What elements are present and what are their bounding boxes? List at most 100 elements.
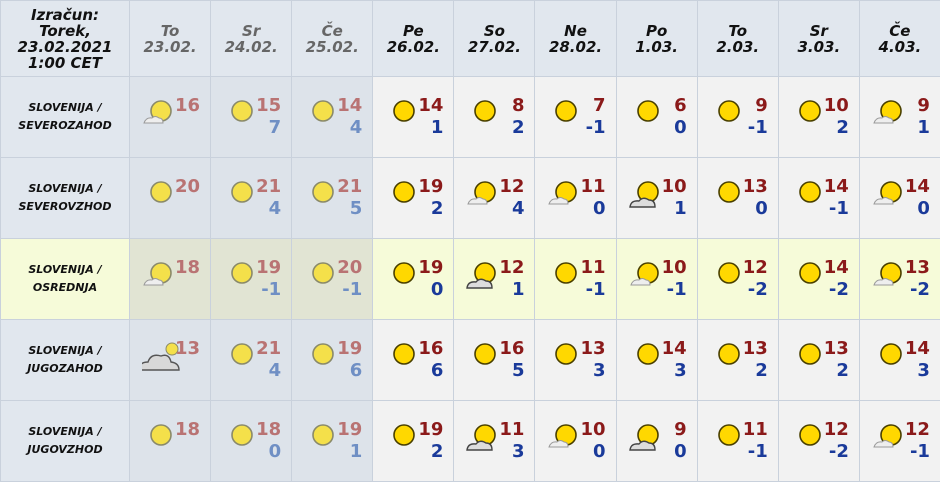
min-temp: 2 [755, 360, 768, 381]
day-name: To [728, 21, 747, 40]
min-temp: 0 [593, 198, 606, 219]
min-temp: 4 [511, 198, 525, 219]
forecast-cell: 21 5 [291, 157, 374, 239]
max-temp: 12 [904, 419, 930, 440]
min-temp: 4 [349, 117, 363, 138]
header-row: Izračun: Torek, 23.02.2021 1:00 CET To 23… [0, 0, 940, 77]
location-line: SLOVENIJA / [28, 425, 102, 438]
max-temp: 16 [175, 95, 201, 116]
sun-icon [312, 424, 334, 446]
forecast-cell: 12 4 [453, 157, 536, 239]
max-temp: 14 [418, 95, 444, 116]
forecast-cell: 18 [128, 400, 212, 482]
forecast-cell: 12 1 [453, 238, 536, 320]
sun-icon [555, 262, 578, 284]
day-header: Ne 28.02. [534, 0, 617, 77]
max-temp: 14 [823, 176, 849, 197]
forecast-cell: 7 -1 [534, 76, 617, 158]
forecast-cell: 11 0 [534, 157, 617, 239]
day-header: Sr 3.03. [777, 0, 860, 77]
sun-icon [880, 343, 902, 365]
max-temp: 9 [755, 95, 768, 116]
max-temp: 21 [337, 176, 363, 197]
day-header: Sr 24.02. [210, 0, 293, 77]
max-temp: 10 [580, 419, 606, 440]
partly-cloudy-icon [466, 424, 497, 451]
day-name: Sr [809, 21, 828, 40]
max-temp: 20 [175, 176, 201, 197]
day-date: 23.02. [143, 37, 197, 56]
min-temp: 1 [674, 198, 687, 219]
location-line: SLOVENIJA / [28, 263, 102, 276]
max-temp: 6 [674, 95, 687, 116]
min-temp: 3 [674, 360, 687, 381]
max-temp: 12 [499, 257, 525, 278]
location-name[interactable]: SLOVENIJA / SEVEROVZHOD [0, 157, 130, 239]
min-temp: 3 [593, 360, 606, 381]
location-name[interactable]: SLOVENIJA / JUGOZAHOD [0, 319, 130, 401]
corner-line: 23.02.2021 [17, 37, 113, 56]
sun-icon [393, 181, 416, 203]
forecast-cell: 14 -1 [777, 157, 860, 239]
min-temp: -2 [909, 279, 930, 300]
day-name: Pe [402, 21, 424, 40]
location-row: SLOVENIJA / JUGOVZHOD 18 18 0 19 1 19 2 1… [0, 400, 940, 482]
location-row: SLOVENIJA / SEVEROZAHOD 16 15 7 14 4 14 1… [0, 76, 940, 158]
sun-small-cloud-icon [873, 181, 902, 205]
sun-icon [717, 343, 740, 365]
day-date: 28.02. [548, 37, 603, 56]
location-name[interactable]: SLOVENIJA / OSREDNJA [0, 238, 130, 320]
corner-line: Torek, [39, 21, 91, 40]
min-temp: 5 [511, 360, 525, 381]
min-temp: 7 [268, 117, 282, 138]
day-date: 24.02. [224, 37, 278, 56]
sun-icon [312, 262, 334, 284]
sun-icon [636, 343, 659, 365]
location-name[interactable]: SLOVENIJA / SEVEROZAHOD [0, 76, 130, 158]
min-temp: 4 [268, 360, 282, 381]
max-temp: 13 [823, 338, 849, 359]
forecast-cell: 13 [128, 319, 212, 401]
day-header: To 23.02. [128, 0, 212, 77]
day-name: Če [889, 21, 911, 40]
forecast-cell: 10 0 [534, 400, 617, 482]
location-name[interactable]: SLOVENIJA / JUGOVZHOD [0, 400, 130, 482]
sun-icon [312, 100, 334, 122]
day-date: 3.03. [797, 37, 841, 56]
max-temp: 13 [580, 338, 606, 359]
location-line: OSREDNJA [32, 281, 98, 294]
location-line: SLOVENIJA / [28, 101, 102, 114]
location-line: SEVEROZAHOD [18, 119, 112, 132]
min-temp: 3 [511, 441, 525, 462]
min-temp: 2 [430, 198, 444, 219]
location-line: SLOVENIJA / [28, 182, 102, 195]
day-name: Sr [242, 21, 261, 40]
sun-icon [474, 343, 497, 365]
min-temp: 0 [430, 279, 444, 300]
max-temp: 21 [256, 176, 282, 197]
sun-icon [393, 424, 416, 446]
min-temp: 3 [917, 360, 930, 381]
min-temp: 5 [349, 198, 363, 219]
forecast-cell: 10 1 [615, 157, 698, 239]
location-line: SEVEROVZHOD [18, 200, 112, 213]
sun-small-cloud-icon [629, 262, 659, 286]
min-temp: -1 [342, 279, 363, 300]
max-temp: 14 [337, 95, 363, 116]
sun-icon [555, 100, 578, 122]
sun-icon [231, 262, 253, 284]
forecast-cell: 9 -1 [696, 76, 779, 158]
sun-small-cloud-icon [548, 181, 578, 205]
day-name: So [483, 21, 505, 40]
max-temp: 12 [742, 257, 768, 278]
max-temp: 19 [337, 419, 363, 440]
partly-cloudy-icon [628, 181, 659, 208]
forecast-cell: 14 -2 [777, 238, 860, 320]
cloudy-icon [142, 342, 180, 371]
day-header: Če 25.02. [291, 0, 374, 77]
forecast-cell: 19 1 [291, 400, 374, 482]
day-header: So 27.02. [453, 0, 536, 77]
day-date: 25.02. [305, 37, 359, 56]
min-temp: -2 [828, 441, 849, 462]
